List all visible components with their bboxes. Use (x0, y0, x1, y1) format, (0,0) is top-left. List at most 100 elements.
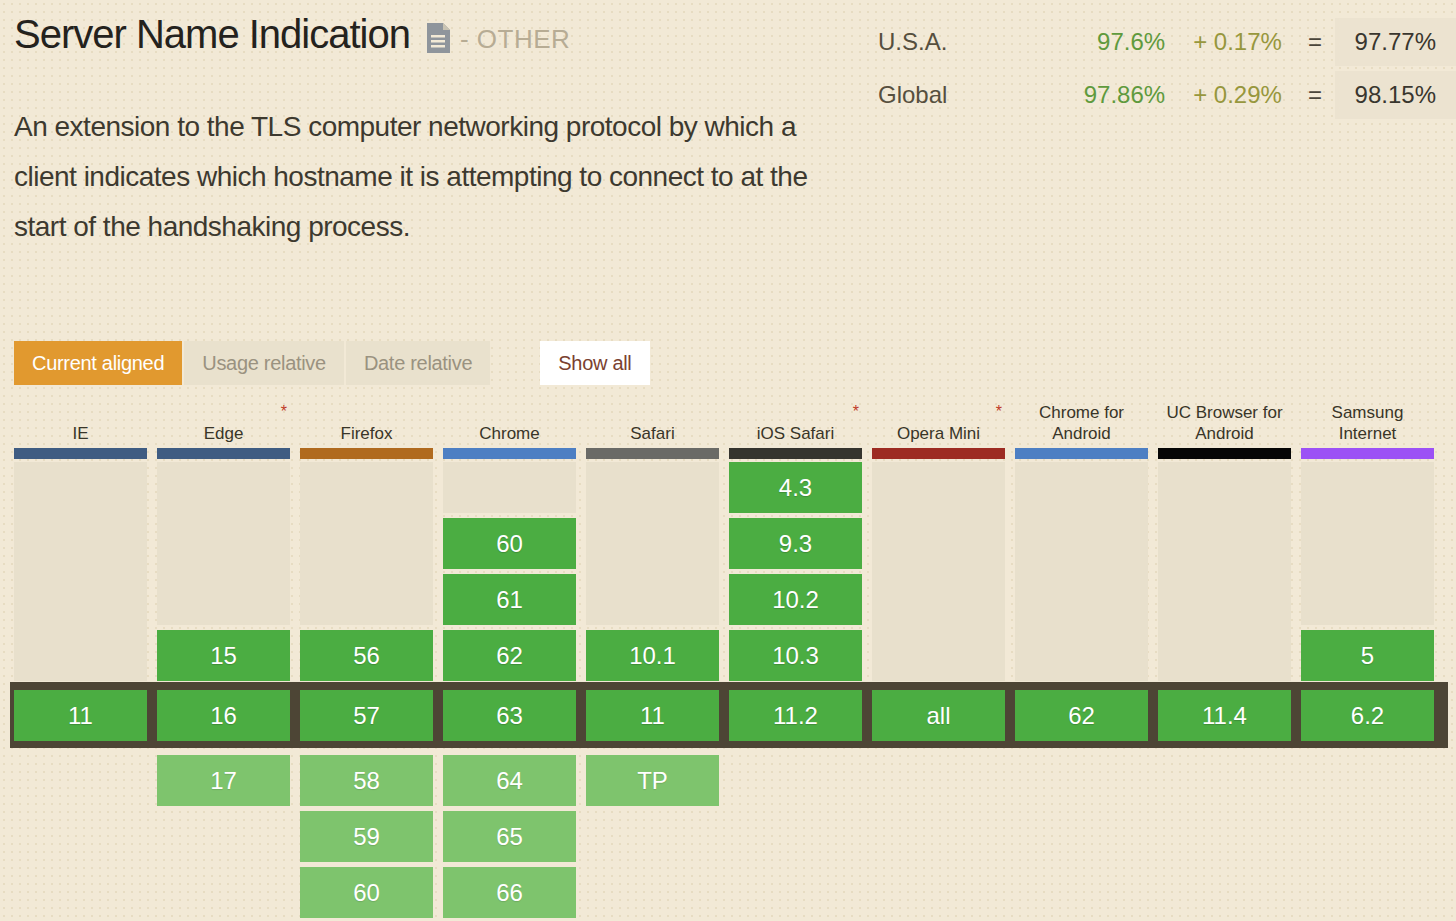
page-title: Server Name Indication (14, 12, 410, 57)
stat-equals-sign: = (1303, 81, 1326, 109)
version-cell[interactable]: 10.1 (586, 630, 719, 681)
version-cell[interactable]: 66 (443, 867, 576, 918)
browser-column: iOS Safari * 4.39.310.210.3 11.2 (729, 400, 862, 918)
feature-header: Server Name Indication - OTHER (14, 12, 570, 57)
version-cell[interactable]: 62 (1015, 690, 1148, 741)
browser-column: IE 11 (14, 400, 147, 918)
version-cell[interactable]: 57 (300, 690, 433, 741)
date-relative-button[interactable]: Date relative (346, 341, 490, 385)
version-cell[interactable]: 11 (14, 690, 147, 741)
show-all-button[interactable]: Show all (540, 341, 649, 385)
browser-name-label: Safari (630, 423, 674, 444)
browser-name-label: IE (72, 423, 88, 444)
version-cell[interactable]: 6.2 (1301, 690, 1434, 741)
version-cells: 11.4 (1158, 462, 1291, 918)
version-cells: all (872, 462, 1005, 918)
version-cell[interactable]: 17 (157, 755, 290, 806)
version-cell[interactable]: 61 (443, 574, 576, 625)
version-cells: 56 57 585960 (300, 462, 433, 918)
version-cell[interactable]: 64 (443, 755, 576, 806)
browser-color-bar (1015, 448, 1148, 459)
current-aligned-button[interactable]: Current aligned (14, 341, 182, 385)
empty-cell (1158, 462, 1291, 681)
empty-cell (157, 462, 290, 625)
version-cells: 15 16 17 (157, 462, 290, 918)
view-controls: Current aligned Usage relative Date rela… (14, 341, 652, 385)
browser-column: Firefox 56 57 585960 (300, 400, 433, 918)
browser-name-label: UC Browser for Android (1160, 402, 1289, 444)
browser-column: Safari 10.1 11 TP (586, 400, 719, 918)
empty-cell (586, 462, 719, 625)
browser-color-bar (872, 448, 1005, 459)
browser-name: Samsung Internet (1301, 400, 1434, 448)
version-cell[interactable]: 63 (443, 690, 576, 741)
stat-label: U.S.A. (878, 28, 1059, 56)
version-cell[interactable]: 60 (443, 518, 576, 569)
version-cells: 4.39.310.210.3 11.2 (729, 462, 862, 918)
stat-total-value: 97.77% (1335, 18, 1456, 66)
browser-color-bar (586, 448, 719, 459)
note-asterisk-icon: * (853, 401, 859, 422)
browser-name-label: Chrome for Android (1017, 402, 1146, 444)
browser-name: Chrome (443, 400, 576, 448)
version-cells: 606162 63 646566 (443, 462, 576, 918)
version-cell[interactable]: 65 (443, 811, 576, 862)
version-cell[interactable]: 11 (586, 690, 719, 741)
empty-cell (14, 462, 147, 681)
browser-column: UC Browser for Android 11.4 (1158, 400, 1291, 918)
version-cells: 56.2 (1301, 462, 1434, 918)
browser-name: Firefox (300, 400, 433, 448)
version-cell[interactable]: 4.3 (729, 462, 862, 513)
version-cell[interactable]: 9.3 (729, 518, 862, 569)
browser-color-bar (14, 448, 147, 459)
version-cell[interactable]: 11.2 (729, 690, 862, 741)
browser-color-bar (1158, 448, 1291, 459)
stat-equals-sign: = (1303, 28, 1326, 56)
stat-supported-value: 97.6% (1059, 28, 1165, 56)
browser-column: Samsung Internet56.2 (1301, 400, 1434, 918)
version-cells: 10.1 11 TP (586, 462, 719, 918)
stat-partial-value: + 0.17% (1193, 28, 1291, 56)
version-cell[interactable]: 56 (300, 630, 433, 681)
stat-partial-value: + 0.29% (1193, 81, 1291, 109)
version-cell[interactable]: 60 (300, 867, 433, 918)
version-cells: 11 (14, 462, 147, 918)
browser-name: Edge * (157, 400, 290, 448)
empty-cell (872, 462, 1005, 681)
browser-column: Edge * 15 16 17 (157, 400, 290, 918)
browser-name-label: Chrome (479, 423, 539, 444)
browser-name: iOS Safari * (729, 400, 862, 448)
stat-label: Global (878, 81, 1059, 109)
browser-color-bar (1301, 448, 1434, 459)
version-cell[interactable]: TP (586, 755, 719, 806)
version-cell[interactable]: 10.2 (729, 574, 862, 625)
version-cell[interactable]: 15 (157, 630, 290, 681)
usage-stats: U.S.A. 97.6% + 0.17% = 97.77% Global 97.… (878, 18, 1456, 124)
version-cell[interactable]: all (872, 690, 1005, 741)
browser-color-bar (157, 448, 290, 459)
version-cell[interactable]: 10.3 (729, 630, 862, 681)
browser-name: Opera Mini* (872, 400, 1005, 448)
usage-relative-button[interactable]: Usage relative (184, 341, 344, 385)
browser-name-label: iOS Safari (757, 423, 834, 444)
browser-name-label: Edge (204, 423, 244, 444)
usage-row-usa: U.S.A. 97.6% + 0.17% = 97.77% (878, 18, 1456, 66)
version-cell[interactable]: 11.4 (1158, 690, 1291, 741)
version-cell[interactable]: 16 (157, 690, 290, 741)
note-asterisk-icon: * (996, 401, 1002, 422)
version-cell[interactable]: 59 (300, 811, 433, 862)
browser-name-label: Samsung Internet (1303, 402, 1432, 444)
browser-name: Chrome for Android (1015, 400, 1148, 448)
browser-color-bar (729, 448, 862, 459)
browser-columns: IE11Edge*151617Firefox5657585960Chrome60… (14, 400, 1434, 918)
browser-color-bar (300, 448, 433, 459)
version-cell[interactable]: 5 (1301, 630, 1434, 681)
browser-name: UC Browser for Android (1158, 400, 1291, 448)
version-cell[interactable]: 58 (300, 755, 433, 806)
browser-column: Chrome 606162 63 646566 (443, 400, 576, 918)
browser-column: Chrome for Android 62 (1015, 400, 1148, 918)
version-cell[interactable]: 62 (443, 630, 576, 681)
stat-supported-value: 97.86% (1059, 81, 1165, 109)
browser-color-bar (443, 448, 576, 459)
note-asterisk-icon: * (281, 401, 287, 422)
